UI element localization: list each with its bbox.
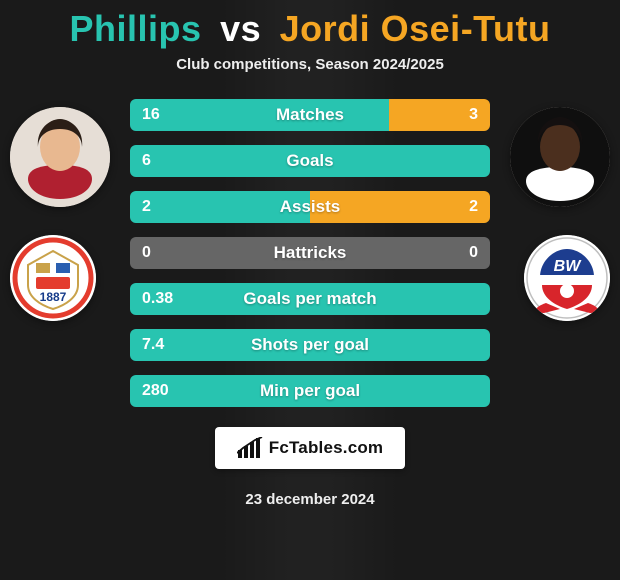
player2-crest-svg: BW [524,235,610,321]
right-column: BW [490,99,620,321]
stats-bars: 163Matches 6Goals 22Assists 00Hattricks 0.38… [130,99,490,407]
left-column: 1887 [0,99,130,321]
player1-crest-svg: 1887 [10,235,96,321]
player1-club-crest: 1887 [10,235,96,321]
vs-text: vs [220,8,261,49]
stat-row: 00Hattricks [130,237,490,269]
brand-box: FcTables.com [215,427,406,469]
stat-row: 0.38Goals per match [130,283,490,315]
stat-left-value: 16 [130,99,389,131]
player2-avatar [510,107,610,207]
stat-left-value: 0.38 [130,283,490,315]
stat-left-value: 0 [130,237,310,269]
comparison-card: Phillips vs Jordi Osei-Tutu Club competi… [0,0,620,580]
player2-name: Jordi Osei-Tutu [280,8,551,49]
date-text: 23 december 2024 [245,491,374,508]
footer: FcTables.com 23 december 2024 [215,427,406,508]
main-content-row: 1887 163Matches 6Goals 22Assists 00Hattrick… [0,99,620,407]
stat-row: 22Assists [130,191,490,223]
player1-avatar [10,107,110,207]
stat-row: 6Goals [130,145,490,177]
stat-right-value: 0 [310,237,490,269]
page-title: Phillips vs Jordi Osei-Tutu [70,8,551,50]
stat-row: 163Matches [130,99,490,131]
stat-left-value: 6 [130,145,490,177]
svg-text:1887: 1887 [40,290,67,304]
stat-right-value: 3 [389,99,490,131]
stat-row: 7.4Shots per goal [130,329,490,361]
svg-text:BW: BW [554,258,583,275]
stat-left-value: 2 [130,191,310,223]
stat-row: 280Min per goal [130,375,490,407]
player2-club-crest: BW [524,235,610,321]
stat-left-value: 280 [130,375,490,407]
stat-left-value: 7.4 [130,329,490,361]
player1-avatar-svg [10,107,110,207]
brand-chart-icon [237,437,263,459]
brand-text: FcTables.com [269,438,384,458]
player1-name: Phillips [70,8,202,49]
stat-right-value: 2 [310,191,490,223]
subtitle: Club competitions, Season 2024/2025 [176,56,444,73]
player2-avatar-svg [510,107,610,207]
